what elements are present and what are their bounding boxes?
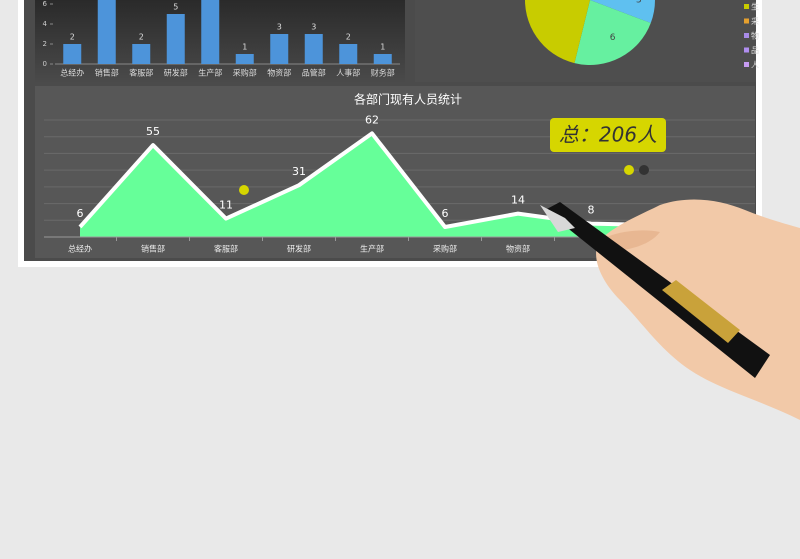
y-tick-label: 2 (43, 40, 47, 48)
x-tick-label: 销售部 (141, 244, 165, 254)
x-tick-label: 采购部 (433, 244, 457, 254)
x-tick-label: 销售部 (95, 68, 119, 78)
bar (167, 14, 185, 64)
value-label: 3 (277, 23, 282, 32)
x-tick-label: 人事部 (336, 68, 360, 78)
legend-marker (744, 62, 749, 67)
value-label: 6 (77, 207, 84, 220)
bar (305, 34, 323, 64)
x-tick-label: 生产部 (198, 68, 222, 78)
bar (339, 44, 357, 64)
legend-marker (744, 48, 749, 53)
x-tick-label: 研发部 (287, 244, 311, 254)
value-label: 3 (311, 23, 316, 32)
value-label: 6 (610, 33, 616, 43)
legend-label: 采 (751, 16, 759, 26)
x-tick-label: 物资部 (267, 68, 291, 78)
y-tick-label: 4 (43, 20, 48, 28)
x-tick-label: 品管部 (302, 68, 326, 78)
decor-dot (239, 185, 249, 195)
value-label: 3 (636, 0, 642, 6)
value-label: 1 (380, 43, 385, 52)
bar (270, 34, 288, 64)
bar (374, 54, 392, 64)
value-label: 11 (219, 199, 233, 212)
value-label: 55 (146, 125, 160, 138)
decor-dot (624, 165, 634, 175)
area-title: 各部门现有人员统计 (354, 92, 462, 107)
value-label: 2 (70, 33, 75, 42)
hand (540, 200, 800, 420)
value-label: 5 (173, 3, 178, 12)
value-label: 62 (365, 113, 379, 126)
y-tick-label: 6 (43, 0, 48, 8)
bar (63, 44, 81, 64)
decor-dot (639, 165, 649, 175)
x-tick-label: 研发部 (164, 68, 188, 78)
x-tick-label: 总经办 (68, 244, 92, 254)
y-tick-label: 0 (43, 60, 47, 68)
legend-label: 品 (751, 46, 759, 55)
value-label: 2 (139, 33, 144, 42)
value-label: 6 (442, 207, 449, 220)
value-label: 8 (588, 204, 595, 217)
x-tick-label: 采购部 (233, 68, 257, 78)
x-tick-label: 客服部 (214, 244, 238, 254)
value-label: 31 (292, 165, 306, 178)
bar (236, 54, 254, 64)
legend-marker (744, 4, 749, 9)
value-label: 14 (511, 194, 525, 207)
x-tick-label: 财务部 (371, 68, 395, 78)
bar (201, 0, 219, 64)
x-tick-label: 客服部 (129, 68, 153, 78)
legend-label: 物 (751, 31, 759, 41)
legend-label: 人 (751, 61, 759, 70)
legend-marker (744, 19, 749, 24)
x-tick-label: 总经办 (60, 68, 84, 78)
value-label: 2 (346, 33, 351, 42)
total-label: 总：206人 (559, 123, 657, 147)
x-tick-label: 物资部 (506, 244, 530, 254)
legend-label: 生 (751, 2, 759, 12)
x-tick-label: 生产部 (360, 244, 384, 254)
value-label: 1 (242, 43, 247, 52)
legend-marker (744, 33, 749, 38)
bar (98, 0, 116, 64)
bar (132, 44, 150, 64)
